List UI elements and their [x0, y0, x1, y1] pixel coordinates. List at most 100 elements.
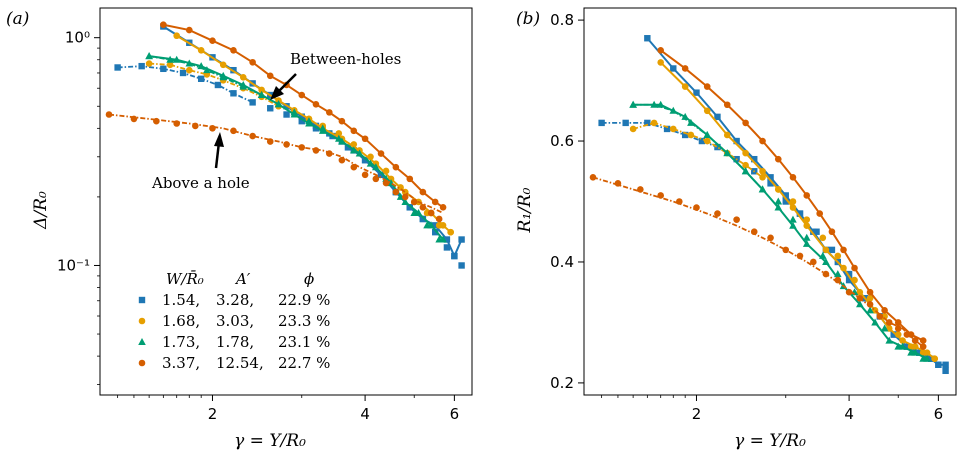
plot-b-series-1-point — [687, 131, 695, 139]
plot-a-series-3-point — [298, 144, 306, 151]
plot-b-series-0-line-point — [927, 355, 935, 362]
plot-b-series-3-point — [919, 343, 927, 350]
plot-a-series-2-line-point — [427, 221, 435, 229]
plot-b-series-2-point — [669, 106, 678, 114]
plot-b-series-1-point — [629, 125, 637, 133]
legend-entry-1-phi: 23.3 % — [278, 312, 330, 330]
plot-a-series-3-point — [435, 215, 443, 223]
plot-b-frame — [583, 7, 957, 396]
plot-b-series-2-line-point — [898, 342, 907, 350]
plot-b-series-0-point — [813, 228, 820, 235]
plot-b-xtick-label: 2 — [692, 405, 702, 423]
plot-b-series-2-point — [774, 197, 783, 205]
plot-b-series-3-point — [822, 270, 830, 278]
plot-b-series-2-line-point — [723, 149, 732, 157]
legend-entry-0-phi: 22.9 % — [278, 291, 330, 309]
plot-a-series-3-point — [401, 193, 409, 201]
legend-entry-2-w: 1.73, — [162, 333, 200, 351]
plot-b-series-2-line-point — [923, 354, 931, 362]
plot-b-ytick-label: 0.4 — [550, 253, 574, 271]
plot-b-series-0-line-point — [767, 174, 774, 181]
plot-b-series-1-point — [834, 252, 842, 260]
plot-a-series-3-point — [419, 204, 427, 211]
plot-b-series-3-line-point — [851, 264, 858, 272]
plot-b-series-3-point — [733, 216, 740, 223]
plot-a-series-3-line-point — [298, 91, 306, 99]
plot-a-series-0-line-point — [298, 113, 305, 120]
plot-a-series-2-line-point — [145, 52, 153, 60]
legend-entry-2-phi: 23.1 % — [278, 333, 330, 351]
plot-a-series-3-line-point — [249, 58, 256, 66]
plot-b-series-0-point — [681, 131, 689, 139]
plot-b-series-2-line-point — [802, 239, 811, 247]
legend-marker-2 — [138, 338, 146, 345]
plot-b-series-3-line-point — [866, 288, 874, 296]
plot-b-series-3-line-point — [907, 331, 915, 338]
plot-b-series-1-line-point — [789, 204, 797, 211]
plot-b-series-0-line-point — [693, 89, 700, 96]
plot-a-ytick-label: 10⁰ — [65, 29, 90, 47]
plot-b-series-2-point — [802, 233, 811, 241]
plot-a-series-0-line-point — [377, 171, 385, 179]
plot-a-series-3-point — [326, 150, 333, 157]
plot-b-series-1-point — [759, 174, 766, 181]
plot-b-series-2-point — [866, 306, 874, 314]
legend-entry-1-a: 3.03, — [216, 312, 254, 330]
plot-b-series-2-point — [687, 118, 695, 126]
plot-b-series-3-point — [693, 204, 700, 211]
plot-b-series-2-line-point — [911, 348, 919, 356]
plot-b-series-0-line-point — [935, 361, 942, 368]
plot-a-series-2-line-point — [239, 80, 248, 88]
plot-a-series-2-line-point — [219, 71, 228, 79]
plot-a-series-2-line-point — [318, 126, 327, 134]
plot-a-series-0-point — [344, 144, 352, 151]
plot-a-series-1-point — [382, 167, 390, 175]
plot-a-series-2-line-point — [372, 163, 380, 171]
plot-b-series-1-line-point — [822, 246, 830, 254]
plot-b-series-0-line-point — [733, 137, 740, 145]
legend-entry-3-w: 3.37, — [162, 354, 200, 372]
plot-a-series-3-point — [410, 198, 418, 206]
plot-a-series-2-line-point — [401, 197, 410, 205]
plot-a-series-1-point — [350, 141, 358, 148]
annotation-between-arrow — [277, 73, 297, 93]
plot-a-series-3-point — [338, 156, 346, 164]
plot-a-series-2-line — [149, 55, 444, 241]
plot-a-series-3-line-point — [350, 127, 358, 135]
plot-b-series-2-line-point — [885, 336, 894, 344]
plot-a-frame — [99, 7, 473, 396]
plot-a-series-3-line-point — [209, 37, 216, 45]
plot-a-series-3-point — [283, 141, 290, 148]
plot-a-series-2-line-point — [338, 137, 346, 145]
plot-b-series-1-point — [866, 294, 874, 302]
plot-a-series-0-line-point — [451, 252, 458, 260]
plot-b-series-3-line-point — [657, 47, 664, 54]
plot-a-series-1-line-point — [439, 222, 447, 229]
plot-b-series-3-line-point — [774, 155, 782, 163]
plot-b-series-2-point — [834, 270, 842, 278]
plot-b-series-0-point — [714, 143, 721, 151]
plot-a-series-2-line-point — [355, 149, 364, 157]
plot-a-series-2-line-point — [305, 119, 313, 127]
plot-a-series-3-line-point — [230, 47, 237, 54]
plot-b-series-3-line-point — [919, 337, 927, 344]
plot-b-series-0-point — [828, 246, 836, 254]
plot-a-series-0-point — [267, 105, 274, 112]
plot-b-series-3-point — [810, 258, 817, 266]
plot-a-series-3-point — [105, 111, 113, 118]
plot-a-series-3-line-point — [431, 198, 439, 206]
legend-entry-0-a: 3.28, — [216, 291, 254, 309]
plot-b-series-3-line-point — [881, 307, 888, 314]
plot-a-series-0-line-point — [312, 122, 320, 130]
plot-b-series-0-point — [767, 180, 774, 187]
plot-a-series-0-point — [443, 244, 451, 251]
plot-b-series-3-line — [660, 49, 924, 342]
plot-a-series-2-point — [166, 55, 174, 63]
plot-b-series-0-line-point — [751, 155, 758, 163]
plot-a-series-3-line-point — [326, 109, 333, 116]
annotation-between-arrowhead — [270, 86, 284, 100]
legend-entry-3-a: 12.54, — [216, 354, 264, 372]
plot-a-series-0-point — [114, 64, 121, 71]
plot-b-series-3-point — [894, 325, 902, 332]
plot-b-series-1-point — [851, 276, 858, 284]
